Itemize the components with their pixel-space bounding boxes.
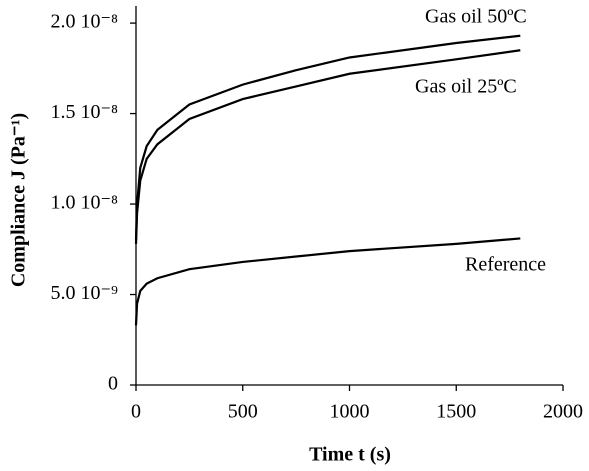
y-tick-label: 5.0 10⁻⁹ bbox=[50, 282, 118, 304]
y-tick-label: 1.0 10⁻⁸ bbox=[50, 192, 118, 214]
y-tick-label: 2.0 10⁻⁸ bbox=[50, 11, 118, 33]
y-axis-title: Compliance J (Pa⁻¹) bbox=[8, 113, 30, 287]
series-label: Gas oil 50ºC bbox=[425, 6, 527, 28]
x-tick-label: 2000 bbox=[543, 401, 583, 423]
series-label: Reference bbox=[465, 254, 546, 276]
x-tick-label: 500 bbox=[228, 401, 258, 423]
x-tick-label: 1000 bbox=[330, 401, 370, 423]
series-line bbox=[134, 237, 521, 326]
y-tick-label: 1.5 10⁻⁸ bbox=[50, 101, 118, 123]
y-tick-label: 0 bbox=[108, 373, 118, 395]
series-line bbox=[134, 34, 521, 241]
x-tick-label: 1500 bbox=[436, 401, 476, 423]
series-label: Gas oil 25ºC bbox=[415, 76, 517, 98]
series-line bbox=[134, 49, 521, 244]
x-axis-title: Time t (s) bbox=[309, 444, 391, 466]
x-tick-label: 0 bbox=[131, 401, 141, 423]
